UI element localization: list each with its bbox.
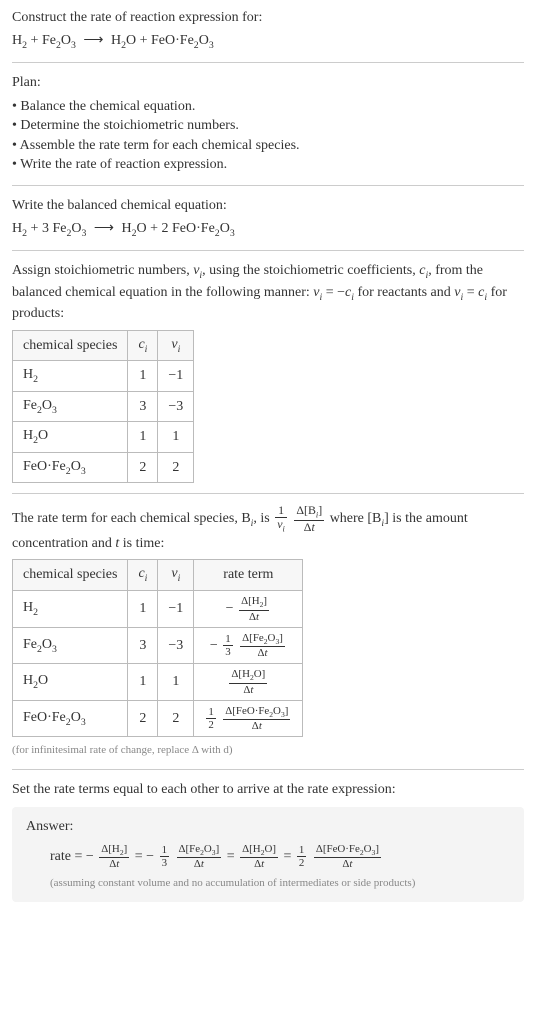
plan-item: Determine the stoichiometric numbers.: [12, 116, 524, 136]
ci-cell: 3: [128, 627, 158, 664]
coef-fe2o3: 3: [42, 221, 49, 236]
divider: [12, 250, 524, 251]
infinitesimal-note: (for infinitesimal rate of change, repla…: [12, 743, 524, 758]
plan-item: Assemble the rate term for each chemical…: [12, 136, 524, 156]
species-cell: H2O: [13, 422, 128, 453]
nui-cell: 2: [158, 452, 194, 483]
reaction-arrow-icon: ⟶: [83, 31, 103, 51]
prompt-title: Construct the rate of reaction expressio…: [12, 8, 524, 28]
unbalanced-equation: H2 + Fe2O3 ⟶ H2O + FeO·Fe2O3: [12, 31, 524, 53]
tbl2-h-species: chemical species: [13, 560, 128, 591]
ci-cell: 2: [128, 452, 158, 483]
species-feofe2o3: FeO·Fe2O3: [172, 221, 235, 236]
species-fe2o3: Fe2O3: [42, 33, 76, 48]
reaction-arrow-icon: ⟶: [94, 219, 114, 239]
ci-cell: 1: [128, 361, 158, 392]
table-row: H2O 1 1: [13, 422, 194, 453]
table-row: H2 1 −1 − Δ[H2]Δt: [13, 590, 303, 627]
answer-label: Answer:: [26, 817, 510, 837]
divider: [12, 62, 524, 63]
plan-label: Plan:: [12, 73, 524, 93]
ci-cell: 2: [128, 700, 158, 737]
species-feofe2o3: FeO·Fe2O3: [151, 33, 214, 48]
tbl1-h-nui: νi: [158, 330, 194, 361]
ci-cell: 3: [128, 391, 158, 422]
answer-box: Answer: rate = − Δ[H2]Δt = − 13 Δ[Fe2O3]…: [12, 807, 524, 902]
nui-cell: 2: [158, 700, 194, 737]
divider: [12, 769, 524, 770]
rate-cell: − 13 Δ[Fe2O3]Δt: [194, 627, 303, 664]
tbl1-h-species: chemical species: [13, 330, 128, 361]
ci-cell: 1: [128, 590, 158, 627]
rate-cell: Δ[H2O]Δt: [194, 664, 303, 701]
species-cell: Fe2O3: [13, 627, 128, 664]
tbl2-h-ci: ci: [128, 560, 158, 591]
species-cell: Fe2O3: [13, 391, 128, 422]
species-cell: FeO·Fe2O3: [13, 452, 128, 483]
species-h2o: H2O: [121, 221, 146, 236]
species-cell: H2: [13, 590, 128, 627]
tbl1-h-ci: ci: [128, 330, 158, 361]
table-row: Fe2O3 3 −3 − 13 Δ[Fe2O3]Δt: [13, 627, 303, 664]
ci-cell: 1: [128, 664, 158, 701]
species-fe2o3: Fe2O3: [52, 221, 86, 236]
fraction: Δ[Bi] Δt: [294, 504, 324, 534]
species-cell: FeO·Fe2O3: [13, 700, 128, 737]
nui-cell: −3: [158, 627, 194, 664]
rate-expression: rate = − Δ[H2]Δt = − 13 Δ[Fe2O3]Δt = Δ[H…: [50, 843, 510, 871]
setequal-text: Set the rate terms equal to each other t…: [12, 780, 524, 800]
stoich-table-2: chemical species ci νi rate term H2 1 −1…: [12, 559, 303, 737]
tbl2-h-nui: νi: [158, 560, 194, 591]
nui-cell: 1: [158, 422, 194, 453]
stoich-table-1: chemical species ci νi H2 1 −1 Fe2O3 3 −…: [12, 330, 194, 484]
species-h2: H2: [12, 33, 27, 48]
plan-item: Balance the chemical equation.: [12, 97, 524, 117]
species-cell: H2O: [13, 664, 128, 701]
table-row: H2O 1 1 Δ[H2O]Δt: [13, 664, 303, 701]
species-h2o: H2O: [111, 33, 136, 48]
table-row: FeO·Fe2O3 2 2: [13, 452, 194, 483]
species-h2: H2: [12, 221, 27, 236]
ci-cell: 1: [128, 422, 158, 453]
nui-cell: 1: [158, 664, 194, 701]
balanced-equation: H2 + 3 Fe2O3 ⟶ H2O + 2 FeO·Fe2O3: [12, 219, 524, 241]
table-row: FeO·Fe2O3 2 2 12 Δ[FeO·Fe2O3]Δt: [13, 700, 303, 737]
table-row: H2 1 −1: [13, 361, 194, 392]
fraction: 1 νi: [275, 504, 287, 534]
tbl2-h-rate: rate term: [194, 560, 303, 591]
rate-cell: 12 Δ[FeO·Fe2O3]Δt: [194, 700, 303, 737]
table-row: Fe2O3 3 −3: [13, 391, 194, 422]
rateterm-paragraph: The rate term for each chemical species,…: [12, 504, 524, 553]
nui-cell: −1: [158, 590, 194, 627]
coef-feofe2o3: 2: [162, 221, 169, 236]
assign-paragraph: Assign stoichiometric numbers, νi, using…: [12, 261, 524, 324]
nui-cell: −3: [158, 391, 194, 422]
assumption-note: (assuming constant volume and no accumul…: [50, 876, 510, 891]
species-cell: H2: [13, 361, 128, 392]
nui-cell: −1: [158, 361, 194, 392]
plan-item: Write the rate of reaction expression.: [12, 155, 524, 175]
balanced-label: Write the balanced chemical equation:: [12, 196, 524, 216]
divider: [12, 185, 524, 186]
rate-cell: − Δ[H2]Δt: [194, 590, 303, 627]
plan-list: Balance the chemical equation. Determine…: [12, 97, 524, 175]
divider: [12, 493, 524, 494]
